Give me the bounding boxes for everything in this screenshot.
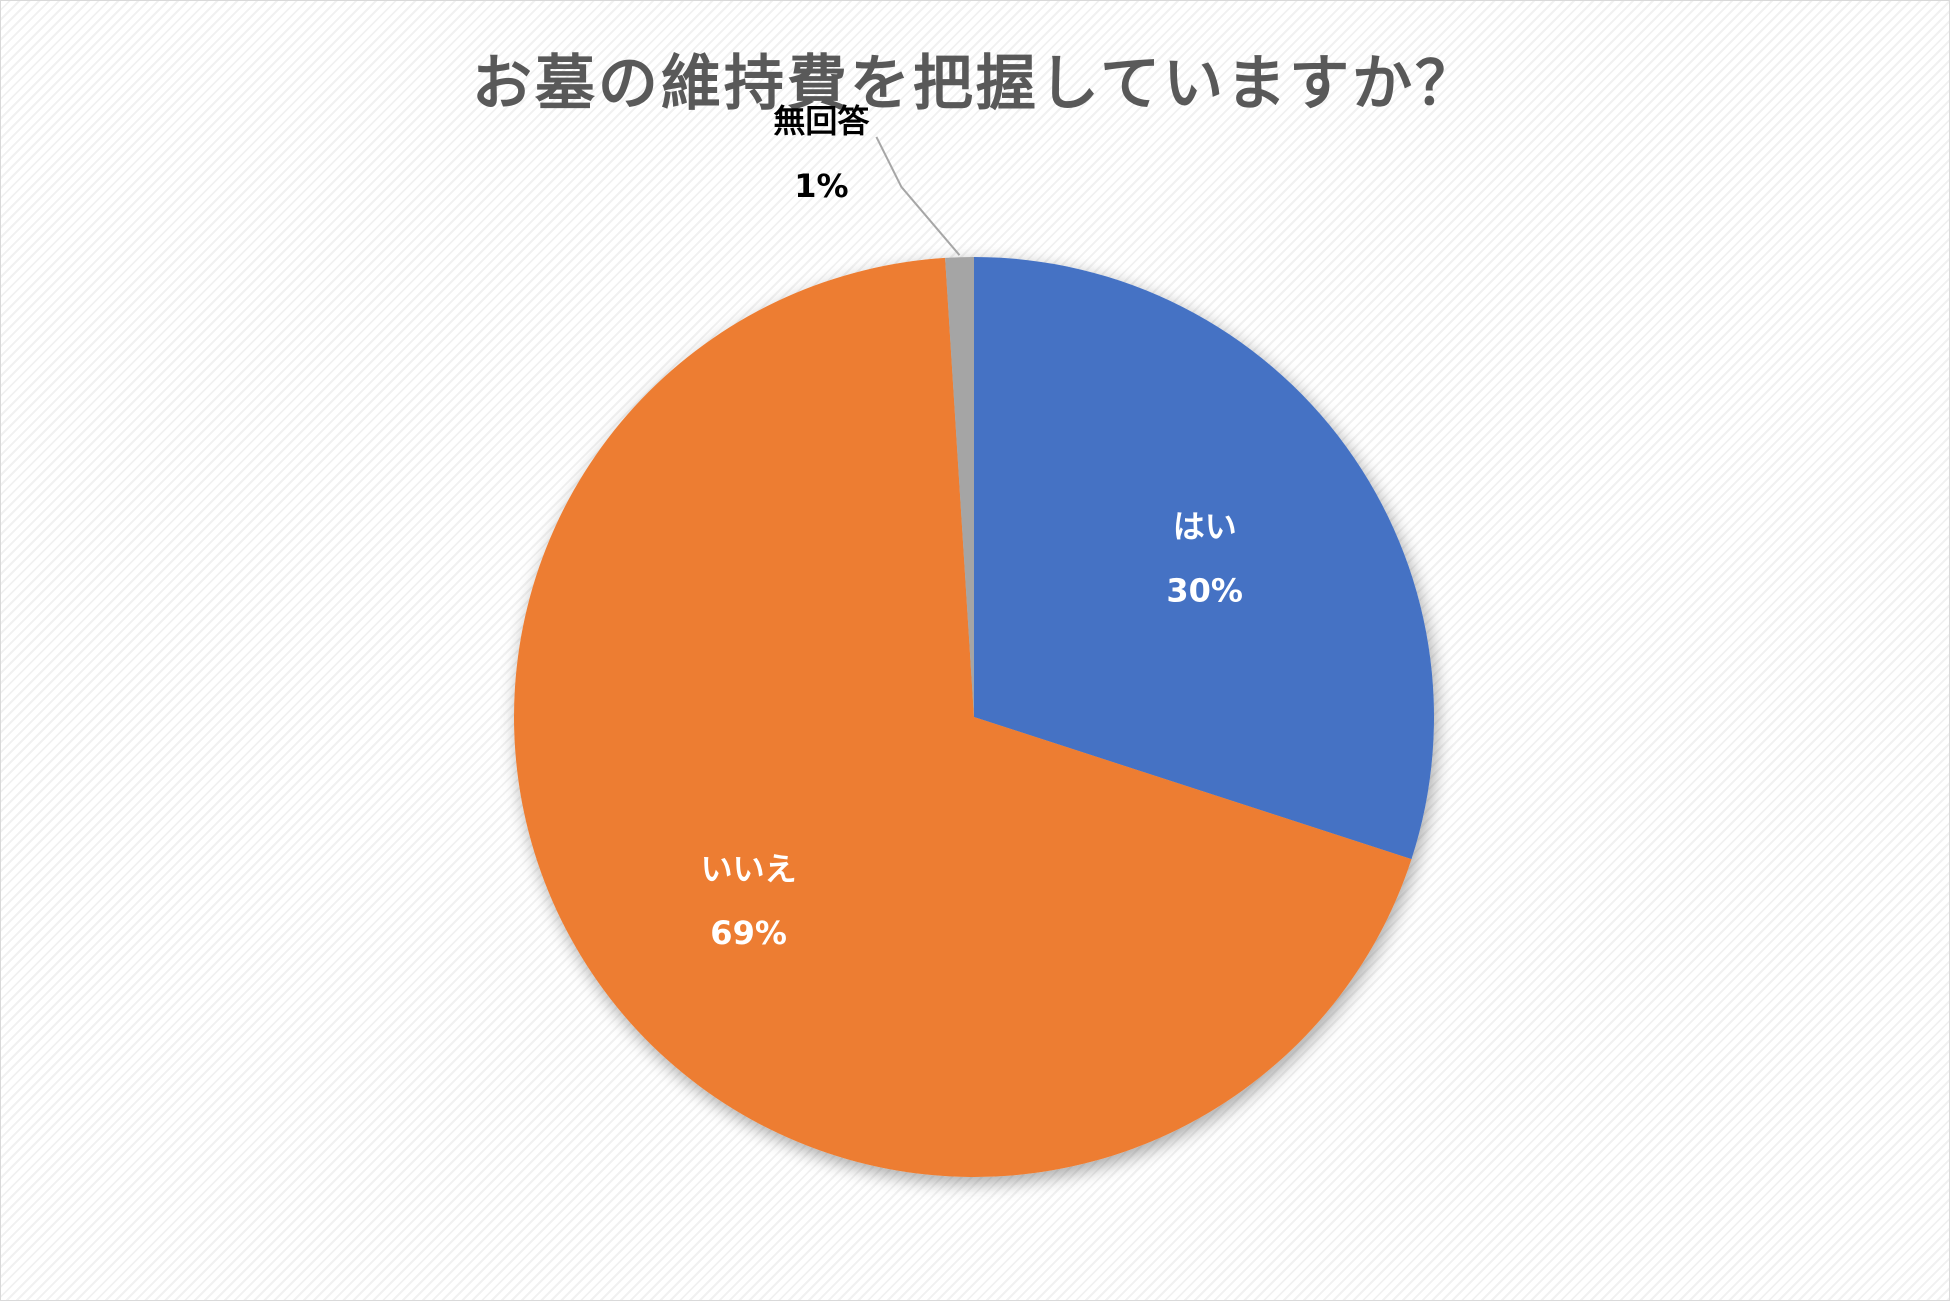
slice-label-name-1: はい [1173, 507, 1237, 545]
slice-label-value-3: 1% [794, 167, 848, 205]
chart-title: お墓の維持費を把握していますか？ [471, 49, 1479, 119]
data-labels: はい 30% いいえ 69% 無回答 1% [701, 102, 1243, 952]
slice-label-value-1: 30% [1166, 571, 1243, 609]
pie-slice-1 [974, 257, 1435, 860]
pie-slice-3 [945, 257, 974, 717]
leader-lines [875, 136, 961, 256]
leader-line-3 [875, 136, 961, 256]
pie-slices [514, 257, 1435, 1178]
slice-label-value-2: 69% [710, 914, 787, 952]
pie-slice-2 [514, 257, 1412, 1178]
slice-label-name-3: 無回答 [773, 102, 870, 140]
slice-label-name-2: いいえ [701, 850, 797, 888]
